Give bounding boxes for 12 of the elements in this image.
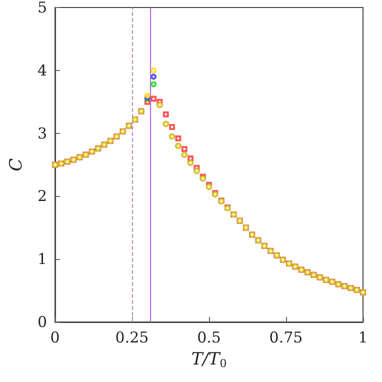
x-tick-label: 0.5 bbox=[197, 328, 221, 346]
y-tick-label: 2 bbox=[37, 187, 47, 206]
y-tick-label: 5 bbox=[37, 0, 47, 16]
y-tick-label: 1 bbox=[37, 250, 47, 268]
x-tick-label: 1 bbox=[358, 328, 368, 346]
y-axis-title: C bbox=[6, 158, 26, 172]
y-tick-label: 0 bbox=[37, 313, 47, 331]
x-tick-label: 0.25 bbox=[115, 328, 149, 346]
x-tick-label: 0.75 bbox=[269, 328, 303, 346]
y-tick-label: 4 bbox=[37, 61, 47, 80]
y-tick-label: 3 bbox=[37, 124, 47, 142]
x-tick-label: 0 bbox=[50, 328, 60, 346]
